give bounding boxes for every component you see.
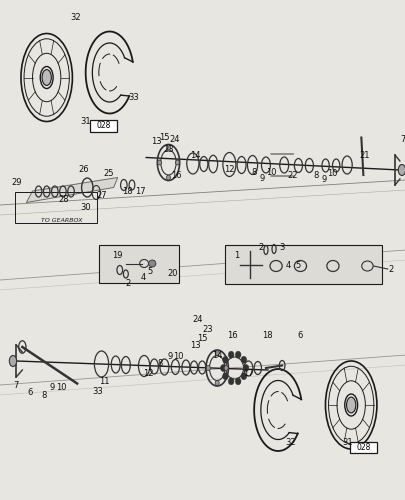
Text: 7: 7 [399, 136, 405, 144]
Text: 14: 14 [211, 352, 222, 360]
Text: 12: 12 [143, 370, 153, 378]
Circle shape [222, 356, 228, 364]
Text: 22: 22 [286, 170, 297, 179]
Text: 12: 12 [224, 166, 234, 174]
Text: 30: 30 [80, 204, 90, 212]
Circle shape [166, 145, 170, 150]
Text: 21: 21 [358, 150, 369, 160]
Text: 23: 23 [163, 146, 173, 154]
Circle shape [228, 378, 233, 385]
Ellipse shape [9, 356, 17, 366]
Text: 4: 4 [285, 262, 290, 270]
Text: 16: 16 [171, 172, 181, 180]
Text: 32: 32 [284, 438, 295, 447]
Text: 13: 13 [190, 342, 200, 350]
Ellipse shape [42, 70, 51, 86]
Text: 028: 028 [355, 443, 370, 452]
Bar [99, 245, 178, 282]
Text: 9: 9 [49, 384, 54, 392]
Text: 1: 1 [233, 252, 238, 260]
Text: 10: 10 [326, 170, 337, 178]
Circle shape [222, 372, 228, 380]
Text: 15: 15 [159, 132, 169, 141]
Bar [225, 245, 381, 284]
Text: 2: 2 [258, 244, 262, 252]
Text: 16: 16 [226, 332, 237, 340]
Text: 24: 24 [192, 316, 203, 324]
Text: 33: 33 [92, 386, 102, 396]
Circle shape [175, 160, 179, 165]
Text: 10: 10 [173, 352, 183, 361]
Text: 23: 23 [202, 326, 213, 334]
Circle shape [224, 366, 228, 370]
Circle shape [243, 364, 248, 372]
Circle shape [241, 356, 246, 364]
Circle shape [206, 366, 210, 370]
Text: TO GEARBOX: TO GEARBOX [40, 218, 82, 223]
Text: 10: 10 [56, 384, 67, 392]
Text: 32: 32 [70, 13, 80, 22]
Bar [90, 120, 117, 132]
Text: 28: 28 [59, 194, 69, 203]
Circle shape [157, 160, 161, 165]
Ellipse shape [148, 260, 156, 267]
Text: 7: 7 [13, 382, 19, 390]
Text: 13: 13 [151, 136, 161, 145]
Text: 2: 2 [387, 264, 392, 274]
Text: 10: 10 [265, 168, 276, 177]
Text: 11: 11 [99, 376, 110, 386]
Text: 2: 2 [125, 279, 130, 288]
Text: 20: 20 [166, 270, 177, 278]
Circle shape [235, 351, 241, 358]
Text: 17: 17 [134, 186, 145, 196]
Text: 6: 6 [28, 388, 33, 397]
Text: 9: 9 [167, 352, 172, 361]
Text: 25: 25 [103, 169, 114, 178]
Text: 6: 6 [296, 330, 302, 340]
Text: 31: 31 [341, 438, 352, 447]
Text: 18: 18 [261, 330, 272, 340]
Text: 9: 9 [321, 176, 326, 184]
Text: 15: 15 [196, 334, 207, 343]
Text: 5: 5 [147, 266, 152, 276]
Text: 27: 27 [96, 192, 107, 200]
Text: 5: 5 [295, 262, 300, 270]
Circle shape [215, 380, 219, 386]
Text: 4: 4 [140, 273, 145, 282]
Text: 8: 8 [312, 170, 318, 179]
Circle shape [228, 351, 233, 358]
Text: 19: 19 [112, 252, 123, 260]
Text: 3: 3 [279, 244, 284, 252]
Circle shape [241, 372, 246, 380]
Circle shape [235, 378, 241, 385]
Circle shape [166, 175, 170, 180]
Ellipse shape [346, 397, 355, 413]
Text: 028: 028 [96, 122, 111, 130]
Text: 24: 24 [169, 134, 179, 143]
Text: 31: 31 [80, 116, 90, 126]
Text: 14: 14 [189, 150, 200, 160]
Text: 33: 33 [128, 93, 139, 102]
Text: 8: 8 [157, 360, 163, 368]
Text: 8: 8 [250, 168, 256, 177]
Circle shape [220, 364, 226, 372]
Polygon shape [26, 178, 117, 203]
Circle shape [215, 350, 219, 356]
Text: 8: 8 [41, 390, 47, 400]
Bar [349, 442, 376, 453]
Text: 29: 29 [11, 178, 21, 187]
Text: 18: 18 [122, 186, 133, 196]
Text: 26: 26 [78, 166, 88, 174]
Ellipse shape [397, 164, 405, 175]
Text: 17: 17 [243, 368, 253, 378]
Text: 9: 9 [259, 174, 264, 183]
